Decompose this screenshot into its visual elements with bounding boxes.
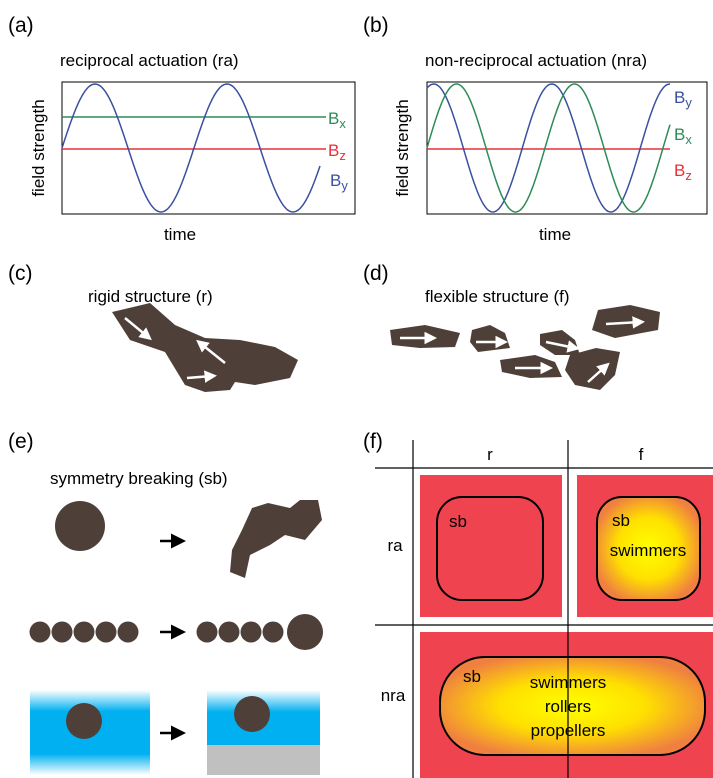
panel-label: (d) bbox=[363, 262, 389, 285]
curve-label: By bbox=[674, 88, 692, 110]
panel-label: (e) bbox=[8, 430, 34, 453]
curve-label: Bx bbox=[328, 109, 346, 131]
x-label: time bbox=[164, 225, 196, 244]
cell-text: propellers bbox=[531, 721, 606, 740]
curve-label: Bz bbox=[674, 161, 692, 183]
panel-title: reciprocal actuation (ra) bbox=[60, 51, 239, 70]
cell-text: rollers bbox=[545, 697, 591, 716]
panel-label: (c) bbox=[8, 262, 33, 285]
panel-label: (b) bbox=[363, 14, 389, 37]
cell-text: sb bbox=[612, 511, 630, 530]
panel-title: symmetry breaking (sb) bbox=[50, 469, 228, 488]
column-header: f bbox=[639, 445, 644, 464]
curve-label: By bbox=[330, 171, 348, 193]
y-label: field strength bbox=[393, 99, 412, 196]
row-header: ra bbox=[387, 536, 403, 555]
x-label: time bbox=[539, 225, 571, 244]
cell-text: sb bbox=[449, 512, 467, 531]
row-header: nra bbox=[381, 686, 406, 705]
figure: (a) reciprocal actuation (ra) field stre… bbox=[0, 0, 713, 778]
curve bbox=[427, 84, 670, 212]
cell-text: sb bbox=[463, 667, 481, 686]
column-header: r bbox=[487, 445, 493, 464]
panel-label: (f) bbox=[363, 430, 383, 453]
cell-text: swimmers bbox=[530, 673, 607, 692]
flexible-body bbox=[390, 305, 660, 390]
curve-label: Bx bbox=[674, 125, 692, 147]
y-label: field strength bbox=[29, 99, 48, 196]
plot-frame bbox=[62, 82, 355, 214]
panel-label: (a) bbox=[8, 14, 34, 37]
cell-text: swimmers bbox=[610, 541, 687, 560]
panel-title: flexible structure (f) bbox=[425, 287, 570, 306]
curve bbox=[62, 84, 320, 212]
panel-title: rigid structure (r) bbox=[88, 287, 213, 306]
plot-frame bbox=[427, 82, 707, 214]
panel-title: non-reciprocal actuation (nra) bbox=[425, 51, 647, 70]
curve-label: Bz bbox=[328, 141, 346, 163]
